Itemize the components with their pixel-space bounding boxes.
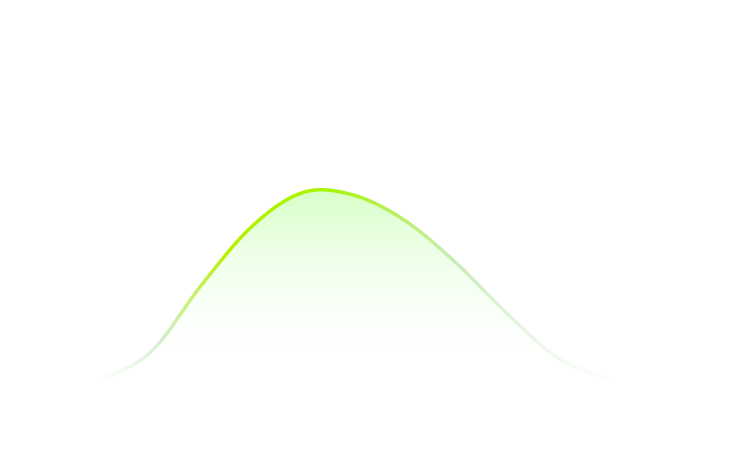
series-area-fill bbox=[100, 189, 608, 380]
plot-area bbox=[98, 188, 610, 382]
series-line bbox=[98, 188, 610, 382]
